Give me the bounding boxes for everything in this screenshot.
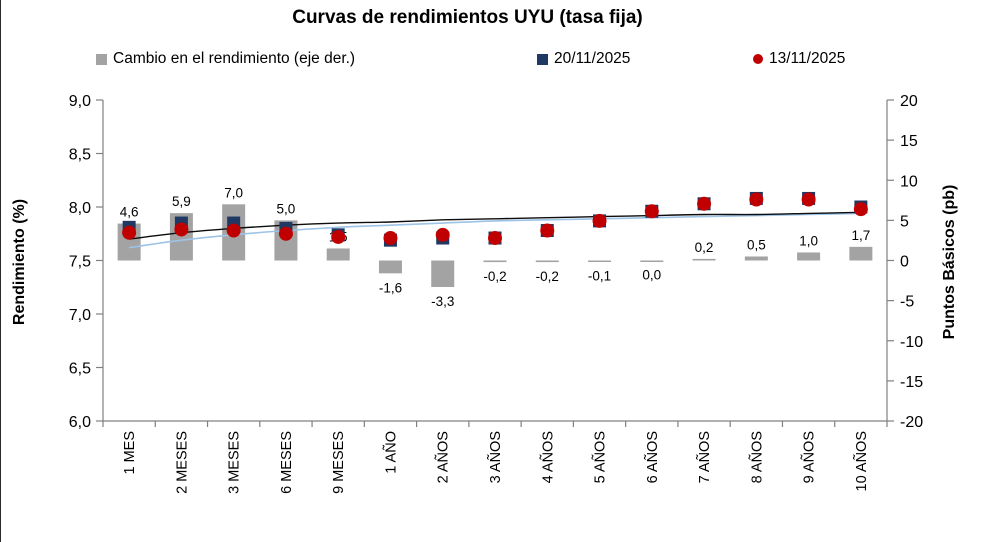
x-axis-label: 9 AÑOS (801, 431, 818, 483)
marker-circle-13-11 (278, 226, 293, 241)
bar-label: -0,1 (588, 268, 611, 283)
bar-label: 1,0 (799, 233, 818, 248)
legend-item-13-11-2025: 13/11/2025 (753, 50, 845, 68)
x-axis-label: 3 MESES (227, 431, 243, 494)
circle-marker-swatch-icon (753, 54, 763, 64)
legend-label-20-11-2025: 20/11/2025 (554, 50, 631, 67)
bar-label: -1,6 (379, 280, 402, 295)
legend: Cambio en el rendimiento (eje der.) 20/1… (0, 50, 981, 74)
x-axis-label: 6 MESES (279, 431, 295, 494)
bar-label: 0,5 (747, 237, 766, 252)
right-axis-tick-label: 15 (900, 133, 918, 150)
marker-circle-13-11 (488, 231, 502, 246)
marker-circle-13-11 (853, 202, 868, 217)
right-axis-tick-label: -10 (900, 334, 923, 351)
legend-item-change: Cambio en el rendimiento (eje der.) (96, 50, 355, 68)
bar-label: 0,2 (695, 240, 714, 255)
left-border-line (0, 0, 1, 542)
bar-label: 0,0 (642, 268, 661, 283)
left-axis-tick-label: 8,5 (69, 147, 91, 164)
bar (640, 260, 664, 262)
x-axis-label: 3 AÑOS (487, 431, 504, 483)
x-axis-label: 2 AÑOS (435, 431, 452, 483)
x-axis-label: 4 AÑOS (539, 431, 556, 483)
left-axis-tick-label: 6,5 (69, 361, 91, 378)
square-marker-swatch-icon (537, 53, 548, 65)
marker-circle-13-11 (331, 229, 346, 244)
left-axis-tick-label: 9,0 (69, 93, 91, 110)
legend-item-20-11-2025: 20/11/2025 (537, 50, 630, 68)
x-axis-label: 6 AÑOS (644, 431, 661, 483)
bar (849, 246, 873, 261)
bar (431, 260, 455, 287)
legend-label-change: Cambio en el rendimiento (eje der.) (113, 50, 356, 67)
right-axis-tick-label: 10 (900, 173, 918, 190)
left-axis-tick-label: 8,0 (69, 200, 91, 217)
right-axis-tick-label: 20 (900, 93, 918, 110)
bar-label: -0,2 (536, 269, 559, 284)
chart-title: Curvas de rendimientos UYU (tasa fija) (292, 7, 643, 28)
x-axis-label: 2 MESES (174, 431, 190, 494)
x-axis-label: 9 MESES (331, 431, 347, 494)
left-axis-tick-label: 7,0 (69, 307, 91, 324)
marker-circle-13-11 (174, 222, 189, 237)
x-axis-label: 1 AÑO (382, 431, 399, 474)
right-axis-tick-label: 0 (900, 254, 909, 271)
bar-label: 7,0 (224, 185, 243, 200)
marker-circle-13-11 (540, 223, 555, 238)
bar (692, 258, 716, 261)
trend-line-20-11 (129, 211, 861, 240)
bar (797, 252, 821, 261)
bar-label: 4,6 (120, 205, 139, 220)
bar (744, 256, 768, 261)
right-axis-tick-label: 5 (900, 213, 909, 230)
bar (535, 260, 559, 263)
marker-circle-13-11 (644, 204, 659, 219)
trend-line-13-11 (129, 212, 861, 249)
x-axis-label: 8 AÑOS (748, 431, 765, 483)
bar (326, 248, 350, 261)
bar-label: -3,3 (431, 294, 454, 309)
bar (483, 260, 507, 263)
marker-circle-13-11 (592, 213, 607, 228)
bar-series-swatch-icon (96, 53, 107, 65)
left-axis-tick-label: 6,0 (69, 414, 91, 431)
x-axis-label: 10 AÑOS (853, 431, 870, 491)
marker-circle-13-11 (435, 227, 450, 242)
marker-circle-13-11 (801, 192, 816, 207)
marker-circle-13-11 (749, 192, 764, 207)
right-axis-title: Puntos Básicos (pb) (941, 185, 958, 340)
left-axis-tick-label: 7,5 (69, 254, 91, 271)
x-axis-label: 1 MES (122, 431, 138, 475)
bar-label: -0,2 (483, 269, 506, 284)
left-axis-title: Rendimiento (%) (11, 199, 28, 325)
marker-circle-13-11 (383, 231, 398, 246)
bar (378, 260, 402, 274)
right-axis-tick-label: -15 (900, 374, 923, 391)
x-axis-label: 7 AÑOS (696, 431, 713, 483)
marker-circle-13-11 (697, 196, 712, 211)
bar-label: 5,9 (172, 194, 191, 209)
right-axis-tick-label: -20 (900, 414, 923, 431)
marker-circle-13-11 (226, 223, 241, 238)
bar-label: 1,7 (851, 228, 870, 243)
bar (588, 260, 612, 262)
legend-label-13-11-2025: 13/11/2025 (769, 50, 846, 67)
x-axis-label: 5 AÑOS (592, 431, 609, 483)
bar-label: 5,0 (277, 201, 296, 216)
marker-circle-13-11 (122, 225, 137, 240)
right-axis-tick-label: -5 (900, 294, 914, 311)
